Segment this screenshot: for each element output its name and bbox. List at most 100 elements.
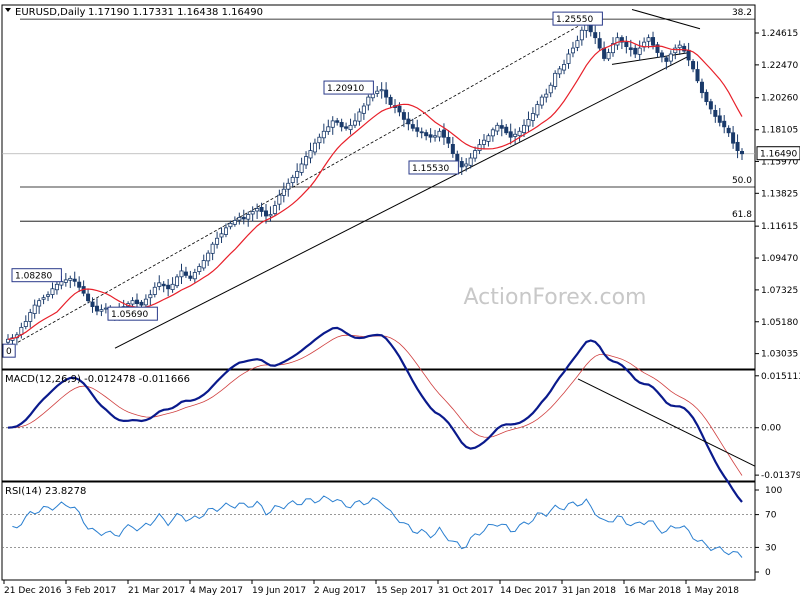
candle-body: [548, 84, 553, 94]
candle-body: [152, 286, 157, 295]
ohlc-values: 1.17190 1.17331 1.16438 1.16490: [88, 7, 263, 18]
price-callout-box: [552, 11, 603, 26]
x-tick-label: 31 Oct 2017: [438, 586, 494, 596]
price-callout-label: 1.05690: [111, 310, 148, 320]
candle-body: [428, 134, 433, 138]
candle-body: [317, 136, 322, 144]
trendline-wedge-bottom: [611, 52, 691, 65]
candle-body: [99, 309, 104, 312]
candle-body: [54, 283, 59, 291]
candle-body: [308, 150, 313, 159]
candle-body: [183, 271, 188, 276]
candle-body: [682, 45, 687, 52]
candle-body: [477, 144, 482, 151]
rsi-y-label: 30: [765, 543, 777, 553]
candle-body: [237, 217, 242, 221]
macd-y-label: 0.015113: [761, 372, 800, 382]
candle-body: [103, 307, 108, 310]
candle-body: [304, 156, 309, 166]
candle-body: [419, 131, 424, 134]
y-tick-label: 1.20260: [761, 94, 798, 104]
candle-body: [446, 136, 451, 144]
price-callout-box: [107, 306, 158, 321]
candle-body: [170, 283, 175, 290]
macd-y-label: 0.00: [761, 424, 781, 434]
candle-body: [166, 284, 171, 290]
candle-body: [731, 132, 736, 144]
candle-body: [468, 157, 473, 166]
price-callout-label: 1.25550: [556, 15, 593, 25]
candle-body: [241, 216, 246, 220]
candle-body: [490, 129, 495, 137]
candle-body: [321, 130, 326, 139]
price-callout-label: 1.20910: [327, 84, 364, 94]
rsi-y-label: 70: [765, 511, 777, 521]
candle-body: [157, 282, 162, 287]
pane-frame: [1, 481, 756, 581]
x-tick-label: 14 Dec 2017: [500, 586, 558, 596]
candle-body: [726, 127, 731, 134]
candle-body: [735, 141, 740, 152]
x-tick-label: 3 Feb 2017: [66, 586, 116, 596]
candle-body: [424, 132, 429, 137]
price-callout-box: [323, 80, 374, 95]
candle-body: [290, 176, 295, 184]
trendline-channel-top: [17, 13, 601, 343]
candle-body: [450, 144, 455, 154]
candle-body: [352, 120, 357, 126]
candle-body: [246, 214, 251, 220]
candle-body: [370, 93, 375, 99]
candle-body: [143, 298, 148, 306]
fib-level-label: 38.2: [732, 8, 752, 18]
candle-body: [361, 105, 366, 114]
current-price-badge: [756, 146, 800, 161]
candle-body: [597, 38, 602, 49]
candle-body: [695, 69, 700, 82]
candle-body: [504, 126, 509, 134]
candle-body: [588, 25, 593, 33]
candle-body: [615, 37, 620, 46]
candle-body: [188, 275, 193, 279]
macd-trendline: [577, 378, 756, 467]
candle-body: [486, 135, 491, 142]
candle-body: [713, 109, 718, 117]
x-tick-label: 21 Mar 2017: [128, 586, 185, 596]
candle-body: [219, 233, 224, 238]
candle-body: [646, 37, 651, 42]
rsi-line: [12, 495, 743, 558]
price-callout-label: 0: [6, 347, 12, 357]
candle-body: [637, 47, 642, 55]
candle-body: [562, 64, 567, 71]
candle-body: [215, 237, 220, 245]
candle-body: [277, 194, 282, 205]
candle-body: [655, 44, 660, 53]
y-tick-label: 1.03035: [761, 350, 798, 360]
candle-body: [72, 278, 77, 282]
candle-body: [433, 135, 438, 138]
candle-body: [481, 139, 486, 145]
candle-body: [508, 131, 513, 138]
candle-body: [522, 124, 527, 133]
candle-body: [624, 41, 629, 47]
candle-body: [437, 130, 442, 138]
current-price-label: 1.16490: [760, 150, 797, 160]
candle-body: [384, 89, 389, 98]
candle-body: [397, 105, 402, 113]
candle-body: [570, 47, 575, 54]
candle-body: [619, 37, 624, 43]
trendline-wedge-top: [631, 8, 701, 30]
trendline-support: [114, 55, 691, 349]
candle-body: [535, 104, 540, 116]
candle-body: [23, 321, 28, 327]
candle-body: [699, 81, 704, 94]
candle-body: [659, 52, 664, 58]
candle-body: [255, 208, 260, 212]
y-tick-label: 1.15970: [761, 157, 798, 167]
candle-body: [192, 272, 197, 280]
candle-body: [272, 205, 277, 214]
x-tick-label: 31 Jan 2018: [562, 586, 616, 596]
candle-body: [179, 270, 184, 278]
candle-body: [357, 111, 362, 122]
candle-body: [46, 294, 51, 297]
candle-body: [406, 118, 411, 125]
